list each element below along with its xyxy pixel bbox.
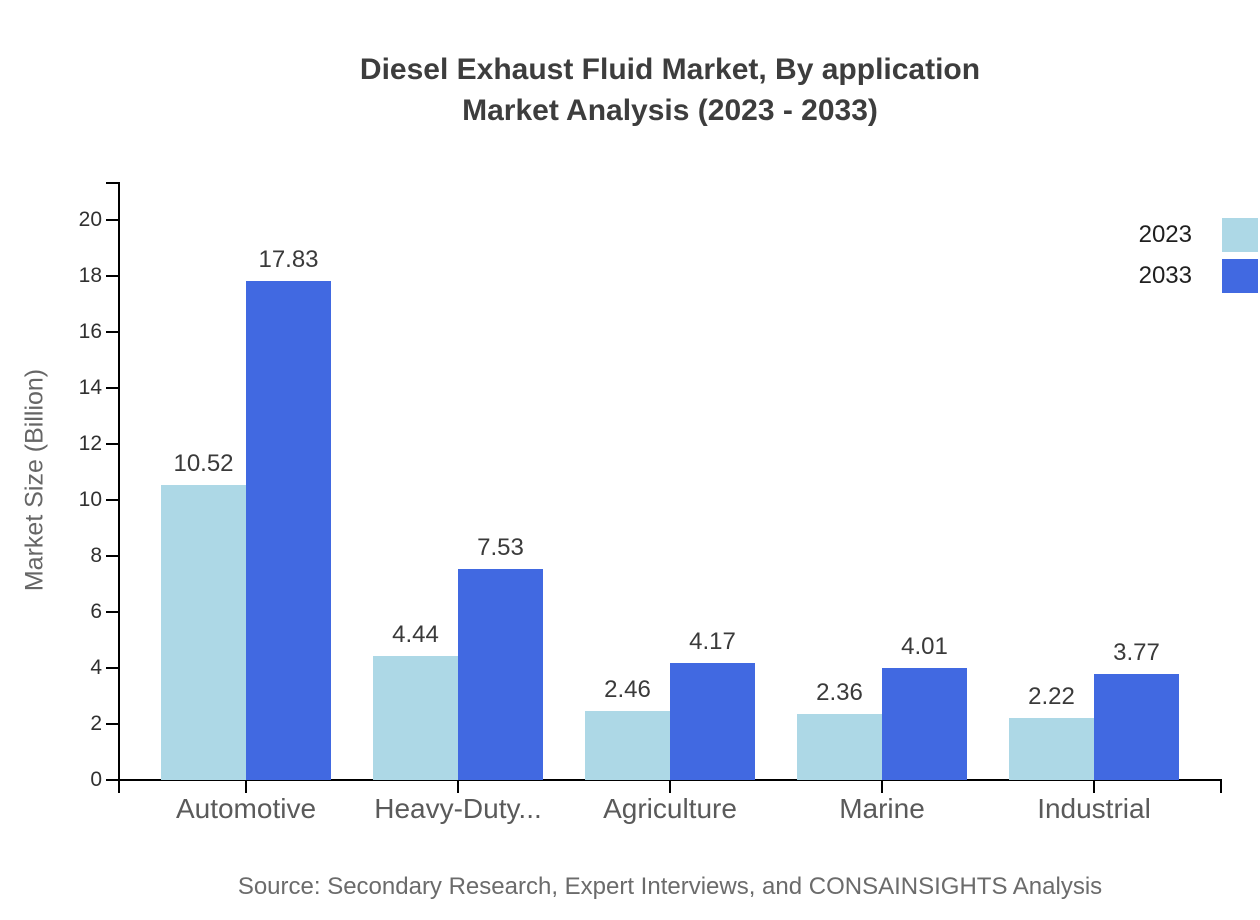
y-tick	[106, 443, 118, 445]
bar-2023-marine	[797, 713, 882, 780]
bar-2023-industrial	[1009, 717, 1094, 780]
category-label: Automotive	[175, 793, 317, 824]
category-label: Marine	[839, 793, 925, 824]
legend-row-2033: 2033	[1139, 259, 1258, 293]
y-axis-line	[118, 182, 120, 793]
y-tick-label: 12	[78, 432, 102, 455]
x-tick	[881, 781, 883, 793]
y-tick	[106, 779, 118, 781]
bar-value-label: 4.17	[689, 628, 736, 656]
bar-2033-automotive	[246, 280, 331, 780]
y-tick-label: 2	[90, 712, 102, 735]
y-tick	[106, 667, 118, 669]
chart-title-line-1: Diesel Exhaust Fluid Market, By applicat…	[359, 53, 981, 86]
legend-swatch	[1222, 259, 1258, 293]
category-label: Heavy-Duty...	[374, 793, 542, 824]
legend-label: 2033	[1138, 262, 1192, 289]
chart-title: Diesel Exhaust Fluid Market, By applicat…	[118, 49, 1222, 131]
bar-2033-marine	[882, 667, 967, 780]
bar-value-label: 3.77	[1113, 639, 1160, 667]
bar-2023-agriculture	[585, 711, 670, 780]
legend: 2023 2033	[1139, 218, 1258, 293]
x-axis-line	[118, 779, 1222, 781]
y-tick-label: 16	[78, 320, 102, 343]
x-tick	[1093, 781, 1095, 793]
y-tick-label: 14	[78, 376, 102, 399]
y-tick-label: 4	[90, 656, 102, 679]
x-tick	[669, 781, 671, 793]
y-tick	[106, 499, 118, 501]
y-tick-label: 10	[78, 488, 102, 511]
bar-2033-industrial	[1094, 674, 1179, 780]
source-note: Source: Secondary Research, Expert Inter…	[237, 873, 1103, 900]
y-tick	[106, 723, 118, 725]
legend-label: 2023	[1138, 221, 1192, 248]
bar-value-label: 2.46	[604, 676, 651, 704]
bar-value-label: 4.01	[901, 632, 948, 660]
category-label: Agriculture	[603, 793, 737, 824]
y-tick-label: 6	[90, 600, 102, 623]
y-tick	[106, 611, 118, 613]
legend-row-2023: 2023	[1139, 218, 1258, 252]
bar-2033-agriculture	[670, 663, 755, 780]
chart-title-line-2: Market Analysis (2023 - 2033)	[462, 94, 878, 127]
x-tick	[245, 781, 247, 793]
x-tick	[457, 781, 459, 793]
bar-value-label: 10.52	[173, 450, 234, 478]
bar-2023-heavyduty	[373, 655, 458, 780]
y-tick	[106, 331, 118, 333]
bar-2023-automotive	[161, 485, 246, 780]
bar-value-label: 4.44	[392, 620, 439, 648]
y-tick	[106, 219, 118, 221]
y-tick	[106, 275, 118, 277]
y-tick	[106, 387, 118, 389]
bar-2033-heavyduty	[458, 569, 543, 780]
category-label: Industrial	[1037, 793, 1151, 824]
bar-value-label: 17.83	[258, 245, 319, 273]
bar-value-label: 7.53	[477, 534, 524, 562]
y-tick-label: 20	[78, 208, 102, 231]
y-axis-end-cap	[106, 182, 118, 184]
x-axis-end-cap	[1220, 781, 1222, 793]
y-tick	[106, 555, 118, 557]
bar-value-label: 2.36	[816, 678, 863, 706]
y-tick-label: 0	[90, 768, 102, 791]
bar-value-label: 2.22	[1028, 682, 1075, 710]
y-tick-label: 8	[90, 544, 102, 567]
legend-swatch	[1222, 218, 1258, 252]
y-tick-label: 18	[78, 264, 102, 287]
